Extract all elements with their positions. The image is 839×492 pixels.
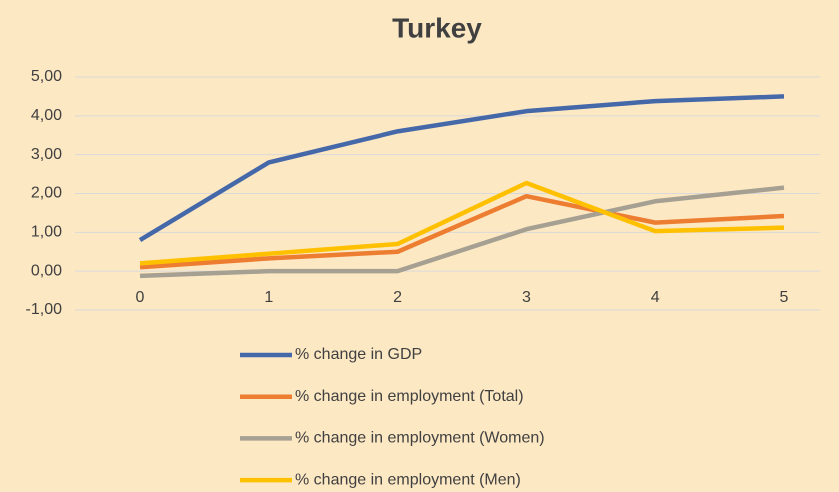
legend-label: % change in employment (Men): [295, 471, 521, 488]
series-line: [139, 185, 785, 279]
y-tick-label: 0,00: [31, 262, 62, 279]
y-tick-label: 2,00: [31, 185, 62, 202]
x-tick-label: 4: [651, 289, 660, 306]
x-tick-label: 3: [522, 289, 531, 306]
chart-title: Turkey: [392, 12, 482, 43]
series-line: [138, 94, 785, 243]
legend-label: % change in employment (Women): [295, 430, 545, 447]
x-tick-label: 2: [393, 289, 402, 306]
y-tick-label: -1,00: [26, 301, 63, 318]
y-tick-label: 1,00: [31, 224, 62, 241]
legend-label: % change in employment (Total): [295, 388, 524, 405]
legend-label: % change in GDP: [295, 346, 422, 363]
y-tick-label: 3,00: [31, 146, 62, 163]
y-tick-label: 4,00: [31, 107, 62, 124]
y-tick-label: 5,00: [31, 68, 62, 85]
series-line: [139, 193, 785, 270]
x-tick-label: 0: [136, 289, 145, 306]
x-tick-label: 5: [780, 289, 789, 306]
series-line: [139, 180, 785, 266]
x-tick-label: 1: [264, 289, 273, 306]
